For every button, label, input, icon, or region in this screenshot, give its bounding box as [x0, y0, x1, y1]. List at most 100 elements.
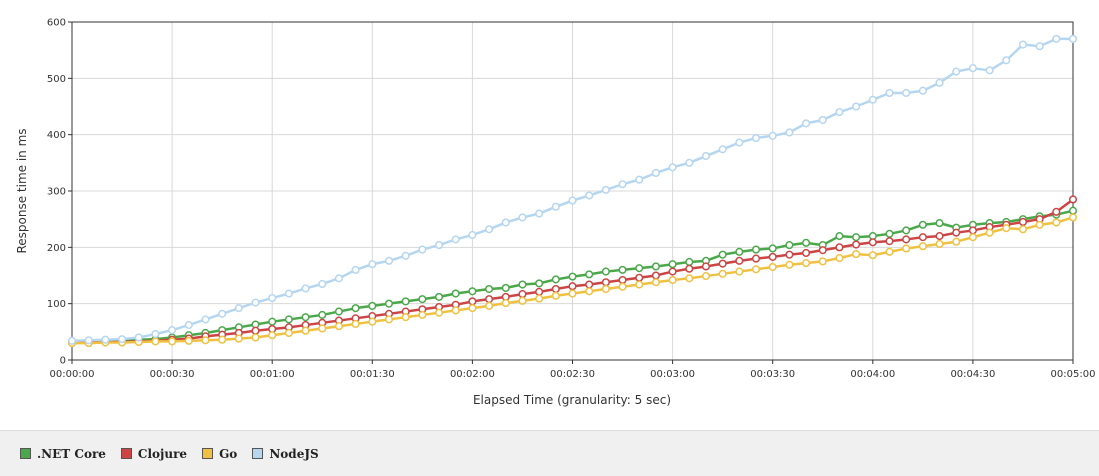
data-point-clojure[interactable] [668, 267, 677, 276]
data-point-go[interactable] [485, 301, 494, 310]
data-point-nodejs[interactable] [935, 78, 944, 87]
data-point-go[interactable] [885, 247, 894, 256]
data-point-go[interactable] [651, 278, 660, 287]
data-point-go[interactable] [501, 299, 510, 308]
data-point-go[interactable] [201, 336, 210, 345]
data-point-go[interactable] [418, 310, 427, 319]
data-point-go[interactable] [835, 253, 844, 263]
data-point-net-core[interactable] [785, 241, 794, 250]
data-point-go[interactable] [785, 260, 794, 269]
data-point-go[interactable] [301, 326, 310, 335]
data-point-go[interactable] [735, 267, 744, 276]
data-point-nodejs[interactable] [101, 335, 110, 344]
legend-item-clojure[interactable]: Clojure [120, 447, 187, 461]
data-point-clojure[interactable] [968, 226, 977, 235]
data-point-nodejs[interactable] [485, 225, 494, 234]
data-point-go[interactable] [251, 333, 260, 342]
data-point-nodejs[interactable] [418, 245, 427, 254]
data-point-nodejs[interactable] [368, 260, 377, 269]
data-point-net-core[interactable] [468, 287, 477, 296]
data-point-nodejs[interactable] [67, 336, 77, 345]
data-point-nodejs[interactable] [701, 152, 711, 161]
data-point-nodejs[interactable] [802, 119, 811, 128]
data-point-nodejs[interactable] [785, 128, 794, 137]
data-point-clojure[interactable] [918, 233, 927, 242]
data-point-net-core[interactable] [601, 267, 610, 276]
data-point-clojure[interactable] [885, 237, 894, 246]
data-point-go[interactable] [434, 308, 444, 317]
data-point-net-core[interactable] [351, 304, 360, 313]
data-point-clojure[interactable] [618, 275, 627, 285]
data-point-clojure[interactable] [251, 326, 260, 335]
data-point-go[interactable] [284, 328, 293, 338]
data-point-go[interactable] [568, 289, 577, 298]
data-point-go[interactable] [184, 336, 193, 345]
data-point-nodejs[interactable] [451, 235, 460, 244]
data-point-net-core[interactable] [885, 229, 894, 238]
data-point-net-core[interactable] [635, 264, 644, 273]
data-point-go[interactable] [818, 257, 827, 266]
data-point-nodejs[interactable] [501, 218, 510, 227]
data-point-nodejs[interactable] [551, 202, 560, 211]
legend-item-go[interactable]: Go [202, 447, 237, 461]
data-point-go[interactable] [1052, 218, 1061, 227]
data-point-nodejs[interactable] [1068, 34, 1078, 43]
data-point-net-core[interactable] [485, 284, 494, 294]
data-point-nodejs[interactable] [268, 293, 277, 303]
data-point-go[interactable] [518, 296, 527, 305]
data-point-nodejs[interactable] [868, 95, 877, 104]
data-point-nodejs[interactable] [718, 145, 727, 154]
data-point-net-core[interactable] [418, 295, 427, 304]
data-point-clojure[interactable] [485, 295, 494, 304]
data-point-nodejs[interactable] [84, 336, 93, 345]
data-point-net-core[interactable] [802, 238, 811, 247]
data-point-nodejs[interactable] [151, 330, 160, 339]
data-point-nodejs[interactable] [201, 315, 210, 324]
data-point-nodejs[interactable] [384, 256, 394, 265]
data-point-go[interactable] [685, 274, 694, 283]
data-point-net-core[interactable] [768, 244, 777, 253]
data-point-net-core[interactable] [301, 313, 310, 322]
data-point-go[interactable] [668, 275, 677, 285]
data-point-nodejs[interactable] [835, 108, 844, 117]
data-point-go[interactable] [401, 313, 410, 322]
data-point-clojure[interactable] [535, 287, 544, 296]
data-point-clojure[interactable] [1018, 217, 1028, 227]
data-point-go[interactable] [218, 335, 227, 344]
data-point-go[interactable] [1018, 225, 1028, 234]
data-point-clojure[interactable] [601, 278, 610, 287]
data-point-clojure[interactable] [785, 250, 794, 259]
data-point-go[interactable] [868, 251, 877, 260]
legend-item-nodejs[interactable]: NodeJS [252, 447, 319, 461]
data-point-net-core[interactable] [1068, 206, 1078, 215]
data-point-nodejs[interactable] [918, 86, 927, 95]
data-point-nodejs[interactable] [651, 168, 660, 178]
data-point-nodejs[interactable] [518, 213, 527, 222]
data-point-nodejs[interactable] [134, 333, 143, 342]
data-point-net-core[interactable] [451, 289, 460, 298]
data-point-net-core[interactable] [935, 219, 944, 228]
data-point-net-core[interactable] [918, 220, 927, 229]
data-point-net-core[interactable] [651, 262, 660, 271]
data-point-go[interactable] [718, 269, 727, 278]
data-point-nodejs[interactable] [768, 131, 777, 140]
data-point-go[interactable] [618, 282, 627, 291]
data-point-clojure[interactable] [468, 297, 477, 306]
data-point-go[interactable] [318, 324, 327, 333]
data-point-go[interactable] [635, 280, 644, 289]
data-point-clojure[interactable] [852, 240, 861, 249]
data-point-net-core[interactable] [401, 297, 410, 306]
data-point-clojure[interactable] [735, 256, 744, 265]
legend-item-dotnet-core[interactable]: .NET Core [20, 447, 106, 461]
data-point-nodejs[interactable] [218, 309, 227, 318]
data-point-net-core[interactable] [318, 310, 327, 319]
data-point-nodejs[interactable] [751, 133, 761, 143]
data-point-net-core[interactable] [551, 275, 560, 284]
data-point-nodejs[interactable] [318, 279, 327, 289]
data-point-clojure[interactable] [902, 235, 911, 244]
data-point-clojure[interactable] [835, 243, 844, 252]
data-point-clojure[interactable] [818, 246, 827, 255]
data-point-clojure[interactable] [635, 273, 644, 282]
data-point-nodejs[interactable] [1002, 56, 1011, 65]
data-point-nodejs[interactable] [601, 185, 610, 194]
